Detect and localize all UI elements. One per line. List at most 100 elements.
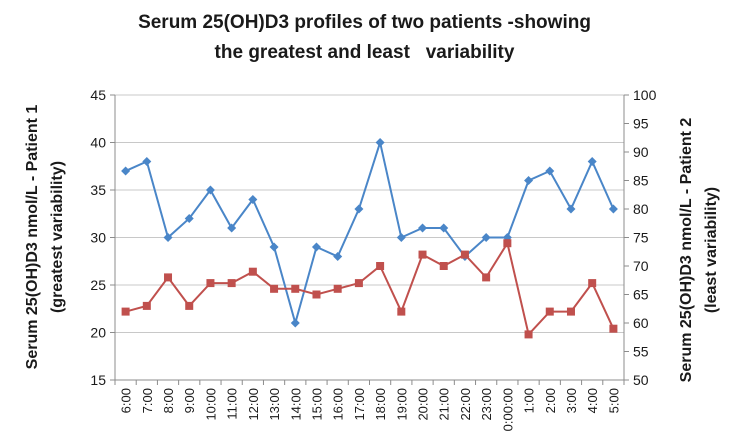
series-2-point [270,284,279,293]
y-left-tick-label: 15 [90,372,106,388]
x-tick-label: 21:00 [437,388,452,421]
x-tick-label: 20:00 [416,388,431,421]
series-1-point [418,223,428,233]
series-line-1 [125,138,615,327]
y-axis-right-label-line-2: (least variability) [703,187,720,313]
y-left-tick-label: 25 [90,277,106,293]
y-axis-left-label-line-2: (greatest variability) [49,161,66,313]
x-tick-label: 10:00 [203,388,218,421]
series-2-point [588,279,597,288]
x-tick-label: 3:00 [564,388,579,413]
y-right-tick-label: 70 [633,258,649,274]
x-tick-label: 8:00 [161,388,176,413]
series-2-point [439,262,448,270]
x-tick-label: 23:00 [479,388,494,421]
series-2-point [333,284,342,293]
y-left-tick-label: 20 [90,325,106,341]
series-1-point [481,233,491,242]
series-1-point [205,185,215,195]
series-1-point [524,176,534,185]
series-1-point [375,138,385,147]
series-2-point [418,250,427,259]
series-2-point [460,250,469,259]
x-tick-label: 15:00 [309,388,324,421]
series-1-point [608,204,618,214]
series-2-point [524,330,533,339]
series-2-point [206,279,215,288]
x-tick-label: 18:00 [373,388,388,421]
series-1-point [248,195,258,204]
y-right-tick-label: 50 [633,372,649,388]
series-2-point [566,307,575,316]
x-tick-label: 11:00 [225,388,240,420]
x-tick-label: 1:00 [522,388,537,413]
series-2-point [248,267,257,276]
series-1-point [142,157,152,166]
series-2-point [185,301,194,310]
x-tick-label: 5:00 [606,388,621,413]
grid-layer [115,94,624,381]
x-tick-label: 6:00 [119,388,134,413]
y-left-tick-label: 30 [90,230,106,246]
x-tick-label: 7:00 [140,388,155,413]
series-1-point [333,252,343,261]
x-tick-label: 16:00 [331,388,346,421]
series-2-point [312,290,321,299]
series-layer [121,138,618,339]
x-tick-label: 0:00:00 [500,388,515,431]
x-tick-label: 9:00 [182,388,197,413]
series-2-point [397,307,406,316]
series-1-point [587,157,597,166]
labels-layer: Serum 25(OH)D3 nmol/L - Patient 1 (great… [24,105,720,383]
x-tick-label: 19:00 [394,388,409,421]
y-right-tick-label: 80 [633,201,649,217]
x-tick-label: 17:00 [352,388,367,421]
series-2-point [227,279,236,288]
series-2-point [121,307,130,316]
series-2-point [376,262,385,270]
series-2-point [503,239,512,248]
x-tick-label: 12:00 [246,388,261,421]
series-2-point [291,284,300,293]
series-1-point [227,223,237,233]
x-tick-label: 13:00 [267,388,282,421]
series-2-point [545,307,554,316]
series-2-point [164,273,173,282]
chart-title-line-2: the greatest and least variability [214,42,515,63]
series-1-point [354,204,364,214]
series-2-point [142,301,151,310]
series-1-point [121,166,131,176]
series-1-point [545,166,555,176]
y-left-tick-label: 45 [90,87,106,103]
axes-layer: 15 20 25 30 35 40 45 50 55 60 65 70 75 80 85 90 95 100 6:0… [90,87,656,431]
series-2-point [482,273,491,282]
y-left-tick-label: 40 [90,135,106,151]
x-tick-label: 2:00 [543,388,558,413]
y-right-tick-label: 55 [633,344,649,360]
series-1-point [439,223,449,233]
series-2-point [354,279,363,288]
series-1-point [311,242,321,252]
series-1-point [269,242,279,252]
series-1-point [163,233,173,242]
series-2-point [609,324,618,333]
series-1-point [184,214,194,223]
x-tick-label: 22:00 [458,388,473,421]
series-1-point [396,233,406,242]
x-tick-label: 14:00 [288,388,303,421]
series-1-point [290,318,300,328]
y-right-tick-label: 75 [633,230,649,246]
y-right-tick-label: 90 [633,144,649,160]
chart-title-line-1: Serum 25(OH)D3 profiles of two patients … [138,12,591,33]
y-right-tick-label: 60 [633,315,649,331]
y-left-tick-label: 35 [90,182,106,198]
y-right-tick-label: 95 [633,116,649,132]
y-right-tick-label: 100 [633,87,657,103]
y-right-tick-label: 85 [633,173,649,189]
x-tick-label: 4:00 [585,388,600,413]
series-line-2 [125,240,615,337]
y-axis-right-label-line-1: Serum 25(OH)D3 nmol/L - Patient 2 [678,118,695,383]
y-axis-left-label-line-1: Serum 25(OH)D3 nmol/L - Patient 1 [24,105,41,370]
